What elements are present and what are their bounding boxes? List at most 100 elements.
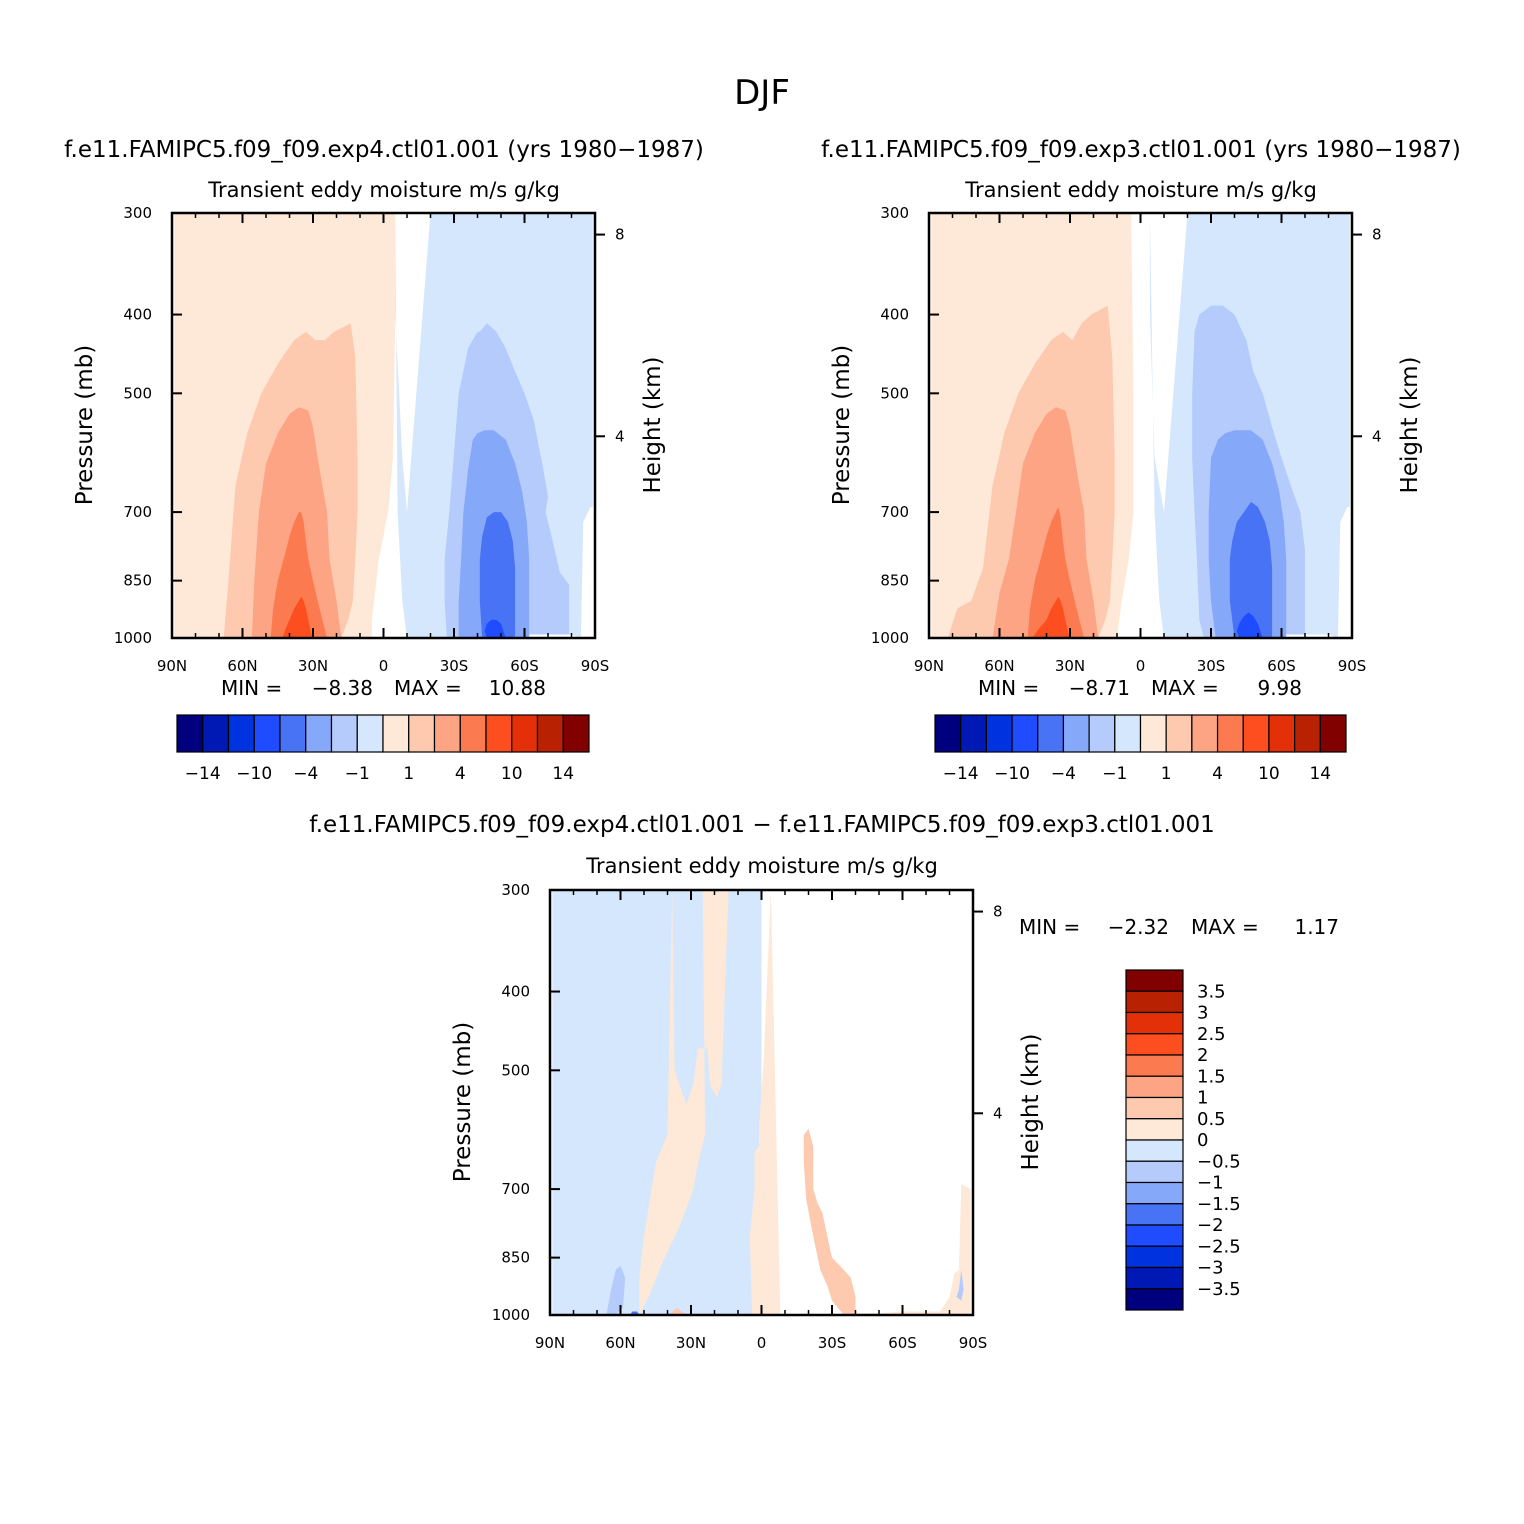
panel-c-y2label: Height (km) — [1018, 1033, 1044, 1170]
panel-a-ylabel: Pressure (mb) — [72, 345, 98, 505]
colorbar-box — [253, 714, 281, 753]
colorbar-label: 2.5 — [1197, 1024, 1226, 1045]
y-tick-label: 1000 — [492, 1306, 530, 1324]
colorbar-box — [408, 714, 436, 753]
panel-a-max-value: 10.88 — [489, 676, 546, 700]
x-tick-label: 30N — [298, 657, 328, 675]
colorbar-box — [1125, 1160, 1184, 1184]
x-tick-label: 90S — [581, 657, 610, 675]
panel-b-axes: 90N 60N 30N 0 30S 60S 90S 300 400 500 700 850 1000 8 4 — [871, 204, 1382, 675]
colorbar-label: −14 — [943, 764, 979, 784]
panel-c-colorbar: 3.532.521.510.50−0.5−1−1.5−2−2.5−3−3.5 — [1125, 969, 1241, 1311]
colorbar-label: 2 — [1197, 1045, 1208, 1066]
panel-b-colorbar: −14 −10 −4 −1 1 4 10 14 — [934, 714, 1347, 784]
x-tick-label: 30S — [818, 1334, 847, 1352]
colorbar-label: 4 — [455, 764, 466, 784]
colorbar-box — [934, 714, 962, 753]
colorbar-label: −14 — [185, 764, 221, 784]
panel-b-subtitle: Transient eddy moisture m/s g/kg — [964, 178, 1317, 202]
colorbar-label: 1 — [403, 764, 414, 784]
colorbar-box — [1114, 714, 1142, 753]
contour-level-neg4-8 — [479, 512, 516, 638]
panel-c-axes: 90N 60N 30N 0 30S 60S 90S 300 400 500 700 850 1000 8 4 — [492, 881, 1003, 1352]
colorbar-label: −1 — [345, 764, 370, 784]
x-tick-label: 30S — [440, 657, 469, 675]
colorbar-box — [1319, 714, 1347, 753]
colorbar-box — [1268, 714, 1296, 753]
x-tick-label: 30N — [1055, 657, 1085, 675]
colorbar-label: −2 — [1197, 1215, 1224, 1236]
colorbar-box — [382, 714, 410, 753]
colorbar-label: 14 — [552, 764, 574, 784]
colorbar-label: 4 — [1212, 764, 1223, 784]
x-tick-label: 60S — [510, 657, 539, 675]
panel-a-y2label: Height (km) — [640, 356, 666, 493]
panel-b-max-value: 9.98 — [1257, 676, 1302, 700]
colorbar-box — [1294, 714, 1321, 753]
y-tick-label: 400 — [501, 983, 530, 1001]
colorbar-label: −4 — [293, 764, 318, 784]
colorbar-box — [960, 714, 987, 753]
y-tick-label: 850 — [123, 572, 152, 590]
colorbar-box — [459, 714, 487, 753]
colorbar-label: 3.5 — [1197, 981, 1226, 1002]
colorbar-box — [305, 714, 333, 753]
colorbar-box — [1125, 990, 1184, 1014]
x-tick-label: 0 — [757, 1334, 767, 1352]
x-tick-label: 30S — [1197, 657, 1226, 675]
colorbar-label: 1.5 — [1197, 1066, 1226, 1087]
colorbar-box — [1125, 1096, 1184, 1120]
colorbar-box — [1125, 1054, 1184, 1077]
contour-level-neg0p5-5 — [606, 1265, 626, 1315]
y-tick-label: 850 — [501, 1249, 530, 1267]
panel-b-max-label: MAX = — [1151, 676, 1219, 700]
x-tick-label: 60S — [1267, 657, 1296, 675]
colorbar-label: −1 — [1197, 1173, 1224, 1194]
colorbar-box — [536, 714, 564, 753]
colorbar-label: 1 — [1197, 1088, 1208, 1109]
panel-c-min-value: −2.32 — [1108, 915, 1169, 939]
contour-level-3-2 — [992, 407, 1099, 638]
colorbar-box — [433, 714, 461, 753]
y2-tick-label: 8 — [1372, 226, 1382, 244]
contour-level-1-4 — [669, 1307, 687, 1315]
colorbar-box — [1062, 714, 1090, 753]
y2-tick-label: 8 — [993, 903, 1003, 921]
colorbar-box — [1125, 1224, 1184, 1247]
contour-level-5-4 — [282, 596, 313, 638]
x-tick-label: 90N — [914, 657, 944, 675]
panel-a-axes: 90N 60N 30N 0 30S 60S 90S 300 400 500 700 850 1000 8 4 — [114, 204, 625, 675]
panel-a-min-value: −8.38 — [312, 676, 373, 700]
panel-c-contour-fill — [552, 890, 971, 1315]
colorbar-box — [1191, 714, 1219, 753]
x-tick-label: 30N — [676, 1334, 706, 1352]
panel-b-contour-fill — [931, 213, 1350, 638]
panel-b-y2label: Height (km) — [1397, 356, 1423, 493]
colorbar-box — [227, 714, 255, 753]
y-tick-label: 1000 — [871, 629, 909, 647]
y2-tick-label: 8 — [615, 226, 625, 244]
colorbar-box — [330, 714, 358, 753]
colorbar-box — [1125, 1033, 1184, 1056]
panel-c: f.e11.FAMIPC5.f09_f09.exp4.ctl01.001 − f… — [309, 812, 1339, 1352]
colorbar-box — [1242, 714, 1270, 753]
y-tick-label: 300 — [123, 204, 152, 222]
contour-level-neg0p5-6 — [956, 1269, 964, 1301]
contour-level-0p5-2 — [749, 890, 971, 1315]
y-tick-label: 300 — [880, 204, 909, 222]
panel-a-subtitle: Transient eddy moisture m/s g/kg — [207, 178, 560, 202]
y-tick-label: 700 — [123, 503, 152, 521]
x-tick-label: 90S — [1338, 657, 1367, 675]
x-tick-label: 60N — [605, 1334, 635, 1352]
colorbar-label: −2.5 — [1197, 1236, 1241, 1257]
colorbar-box — [1165, 714, 1193, 753]
contour-level-4-3 — [270, 512, 328, 638]
colorbar-label: −3.5 — [1197, 1279, 1241, 1300]
panel-a-colorbar: −14 −10 −4 −1 1 4 10 14 — [176, 714, 590, 784]
y-tick-label: 500 — [501, 1061, 530, 1079]
contour-level-4-3 — [1027, 507, 1085, 638]
colorbar-box — [356, 714, 384, 753]
colorbar-box — [279, 714, 307, 753]
colorbar-label: 0.5 — [1197, 1109, 1226, 1130]
